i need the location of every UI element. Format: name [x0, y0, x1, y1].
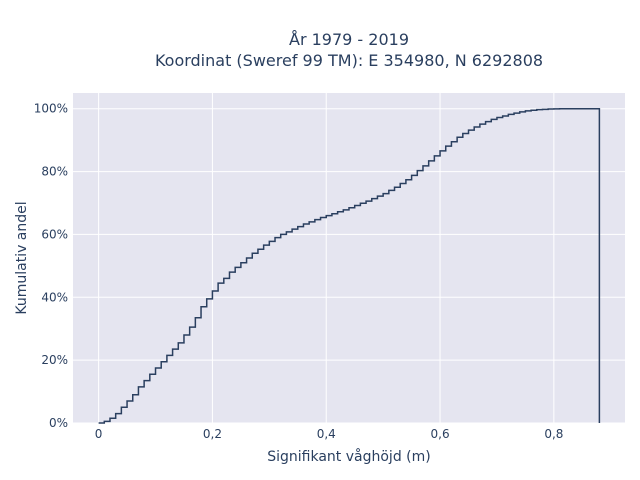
x-tick-label: 0,6: [431, 427, 450, 441]
y-tick-label: 20%: [41, 353, 68, 367]
y-tick-label: 0%: [49, 416, 68, 430]
y-axis-title: Kumulativ andel: [14, 201, 30, 314]
x-tick-label: 0,8: [544, 427, 563, 441]
x-tick-label: 0,4: [317, 427, 336, 441]
chart-title-line-2: Koordinat (Sweref 99 TM): E 354980, N 62…: [155, 51, 543, 70]
x-axis-title: Signifikant våghöjd (m): [267, 448, 430, 465]
x-axis-tick-labels: 0 0,2 0,4 0,6 0,8: [95, 427, 564, 441]
x-tick-label: 0,2: [203, 427, 222, 441]
chart-title-line-1: År 1979 - 2019: [289, 30, 409, 49]
y-tick-label: 40%: [41, 290, 68, 304]
plot-area: [73, 93, 625, 423]
y-tick-label: 80%: [41, 165, 68, 179]
series-layer: [98, 107, 601, 424]
y-tick-label: 60%: [41, 227, 68, 241]
cumulative-step-line: [98, 107, 601, 424]
grid-lines: [73, 93, 625, 424]
y-axis-tick-labels: 0% 20% 40% 60% 80% 100%: [34, 102, 68, 430]
x-tick-label: 0: [95, 427, 103, 441]
y-tick-label: 100%: [34, 102, 68, 116]
